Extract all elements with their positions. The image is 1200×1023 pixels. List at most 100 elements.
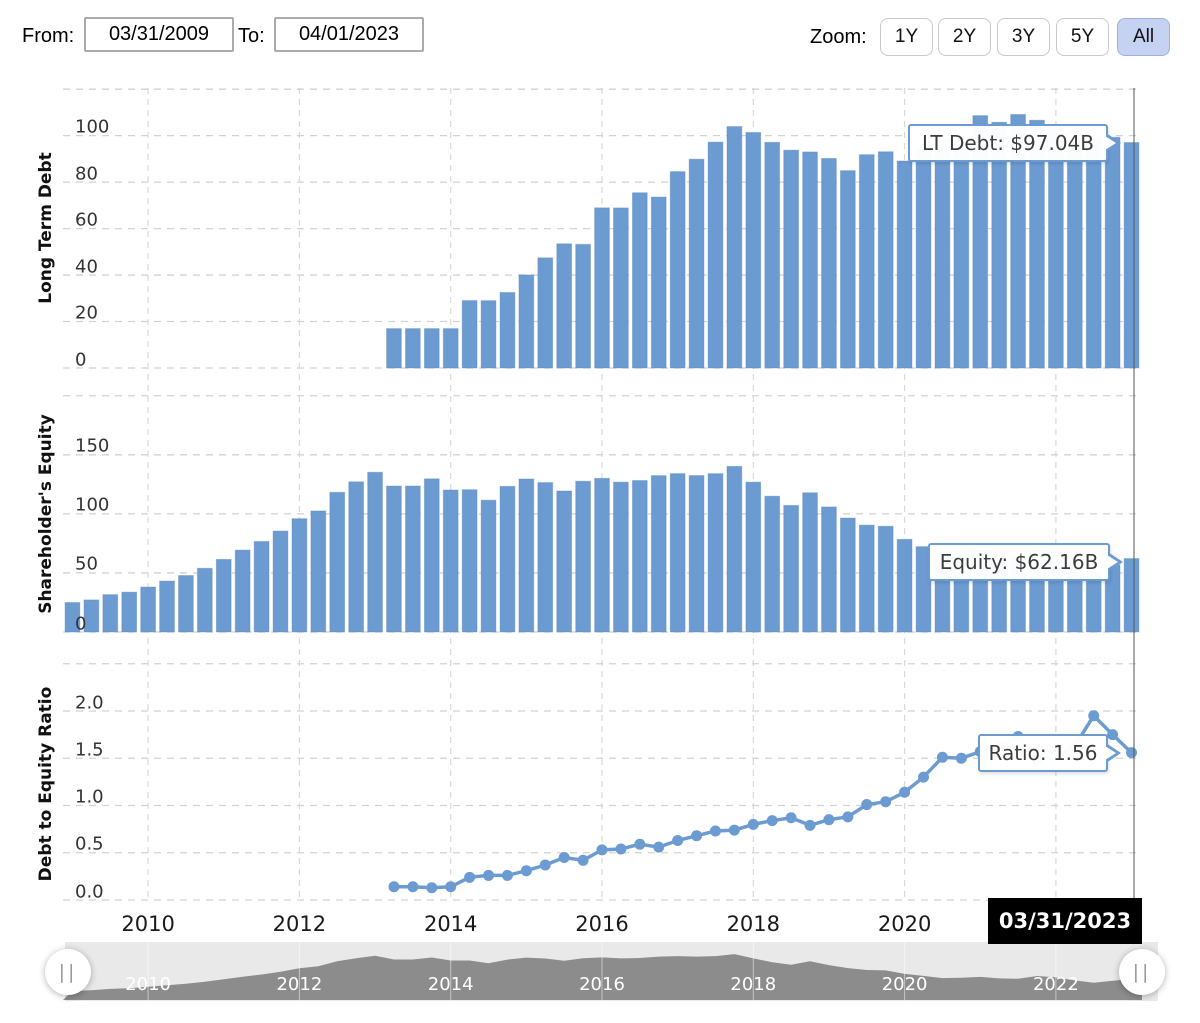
bar[interactable] xyxy=(915,546,932,633)
data-point[interactable] xyxy=(426,882,438,894)
data-point[interactable] xyxy=(880,796,892,808)
bar[interactable] xyxy=(386,485,402,633)
data-point[interactable] xyxy=(407,881,419,893)
data-point[interactable] xyxy=(445,881,457,893)
bar[interactable] xyxy=(650,475,667,633)
data-point[interactable] xyxy=(464,871,476,883)
bar[interactable] xyxy=(556,490,573,633)
navigator-left-handle[interactable]: || xyxy=(45,949,91,995)
bar[interactable] xyxy=(537,482,554,633)
bar[interactable] xyxy=(821,157,837,369)
bar[interactable] xyxy=(442,328,459,369)
data-point[interactable] xyxy=(615,843,627,855)
bar[interactable] xyxy=(707,473,724,633)
bar[interactable] xyxy=(1123,142,1140,369)
bar[interactable] xyxy=(480,300,497,369)
bar[interactable] xyxy=(783,504,800,633)
data-point[interactable] xyxy=(634,838,646,850)
bar[interactable] xyxy=(669,473,686,633)
bar[interactable] xyxy=(839,170,856,369)
from-date-input[interactable] xyxy=(84,17,234,52)
data-point[interactable] xyxy=(691,830,703,842)
data-point[interactable] xyxy=(766,815,778,827)
bar[interactable] xyxy=(707,141,724,369)
zoom-button-1y[interactable]: 1Y xyxy=(880,18,933,56)
bar[interactable] xyxy=(575,243,591,369)
zoom-button-2y[interactable]: 2Y xyxy=(938,18,991,56)
bar[interactable] xyxy=(423,328,440,369)
bar[interactable] xyxy=(858,154,875,369)
to-date-input[interactable] xyxy=(274,17,424,52)
bar[interactable] xyxy=(688,158,705,369)
bar[interactable] xyxy=(404,328,421,369)
bar[interactable] xyxy=(272,530,289,633)
bar[interactable] xyxy=(726,126,743,369)
bar[interactable] xyxy=(404,485,421,633)
bar[interactable] xyxy=(613,481,629,633)
bar[interactable] xyxy=(934,138,951,369)
data-point[interactable] xyxy=(1107,729,1119,741)
bar[interactable] xyxy=(802,492,818,633)
bar[interactable] xyxy=(953,136,970,369)
bar[interactable] xyxy=(140,586,157,633)
bar[interactable] xyxy=(896,160,913,369)
bar[interactable] xyxy=(159,580,175,633)
zoom-button-5y[interactable]: 5Y xyxy=(1056,18,1109,56)
bar[interactable] xyxy=(1066,147,1083,369)
bar[interactable] xyxy=(915,148,932,369)
bar[interactable] xyxy=(575,480,591,633)
data-point[interactable] xyxy=(596,844,608,856)
bar[interactable] xyxy=(1123,558,1140,633)
bar[interactable] xyxy=(556,243,573,369)
bar[interactable] xyxy=(253,540,270,633)
bar[interactable] xyxy=(821,506,837,633)
bar[interactable] xyxy=(688,475,705,633)
data-point[interactable] xyxy=(936,751,948,763)
bar[interactable] xyxy=(102,594,119,633)
data-point[interactable] xyxy=(672,834,684,846)
zoom-button-all[interactable]: All xyxy=(1117,18,1170,56)
data-point[interactable] xyxy=(747,818,759,830)
bar[interactable] xyxy=(1104,136,1121,369)
data-point[interactable] xyxy=(1126,747,1138,759)
bar[interactable] xyxy=(83,599,100,633)
bar[interactable] xyxy=(386,328,402,369)
navigator-right-handle[interactable]: || xyxy=(1119,949,1165,995)
bar[interactable] xyxy=(518,274,535,369)
bar[interactable] xyxy=(745,481,762,633)
bar[interactable] xyxy=(329,491,346,633)
bar[interactable] xyxy=(1085,571,1102,633)
data-point[interactable] xyxy=(709,825,721,837)
bar[interactable] xyxy=(991,121,1008,369)
bar[interactable] xyxy=(537,257,554,369)
data-point[interactable] xyxy=(577,854,589,866)
bar[interactable] xyxy=(1085,137,1102,369)
bar[interactable] xyxy=(764,495,781,633)
data-point[interactable] xyxy=(918,771,930,783)
bar[interactable] xyxy=(783,149,800,369)
data-point[interactable] xyxy=(955,752,967,764)
data-point[interactable] xyxy=(861,799,873,811)
data-point[interactable] xyxy=(804,819,816,831)
bar[interactable] xyxy=(594,477,610,633)
bar[interactable] xyxy=(480,499,497,633)
bar[interactable] xyxy=(423,478,440,633)
bar[interactable] xyxy=(461,300,478,369)
bar[interactable] xyxy=(631,192,648,369)
bar[interactable] xyxy=(726,465,743,633)
bar[interactable] xyxy=(650,196,667,369)
bar[interactable] xyxy=(499,291,516,369)
data-point[interactable] xyxy=(899,786,911,798)
bar[interactable] xyxy=(631,479,648,633)
bar[interactable] xyxy=(178,575,194,633)
bar[interactable] xyxy=(196,567,213,633)
bar[interactable] xyxy=(613,207,629,369)
bar[interactable] xyxy=(518,478,535,633)
data-point[interactable] xyxy=(728,824,740,836)
bar[interactable] xyxy=(745,131,762,369)
bar[interactable] xyxy=(64,602,81,633)
bar[interactable] xyxy=(839,517,856,633)
bar[interactable] xyxy=(461,489,478,633)
data-point[interactable] xyxy=(520,865,532,877)
bar[interactable] xyxy=(877,525,894,633)
